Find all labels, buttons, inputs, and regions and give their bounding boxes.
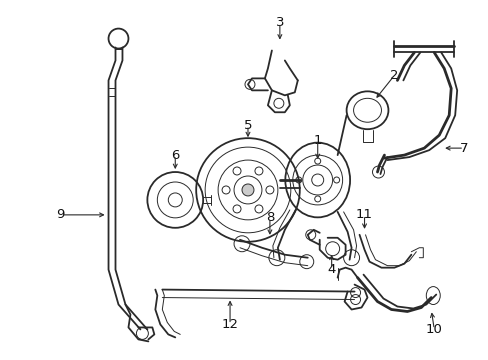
Text: 8: 8 [265,211,274,224]
Text: 4: 4 [327,263,335,276]
Text: 11: 11 [355,208,372,221]
Text: 2: 2 [389,69,398,82]
Text: 3: 3 [275,16,284,29]
Text: 5: 5 [243,119,252,132]
Text: 10: 10 [425,323,442,336]
Text: 9: 9 [57,208,65,221]
Text: 12: 12 [221,318,238,331]
Text: 1: 1 [313,134,321,147]
Text: 7: 7 [459,141,468,155]
Circle shape [242,184,253,196]
Text: 6: 6 [171,149,179,162]
